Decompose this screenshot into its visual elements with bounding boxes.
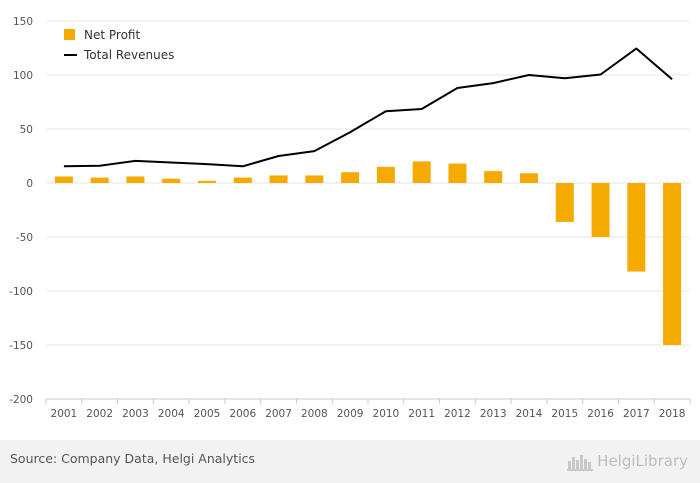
x-tick-label: 2013 (480, 408, 507, 420)
source-note: Source: Company Data, Helgi Analytics (10, 451, 256, 466)
x-tick-label: 2014 (516, 408, 543, 420)
bar-net-profit-2004 (162, 178, 181, 183)
brand-name: HelgiLibrary (597, 452, 688, 470)
x-tick-label: 2002 (86, 408, 113, 420)
net-profit-bars (54, 161, 682, 345)
y-tick-label: -100 (9, 286, 33, 298)
total-revenues-line (63, 47, 673, 168)
legend-label-total-revenues: Total Revenues (83, 48, 174, 62)
bar-net-profit-2013 (484, 171, 503, 183)
x-tick-label: 2006 (229, 408, 256, 420)
x-axis: 2001 2002 2003 2004 2005 2006 2007 2008 2009 2010… (45, 398, 691, 420)
legend: Net Profit Total Revenues (64, 28, 174, 62)
x-tick-label: 2001 (51, 408, 78, 420)
bar-net-profit-2001 (54, 176, 73, 183)
y-tick-label: -150 (9, 340, 33, 352)
bar-net-profit-2016 (591, 183, 610, 237)
bar-net-profit-2017 (627, 183, 646, 272)
y-tick-label: 100 (13, 70, 33, 82)
bar-net-profit-2005 (198, 180, 216, 183)
legend-swatch-net-profit (64, 29, 75, 40)
x-tick-label: 2010 (373, 408, 400, 420)
bar-net-profit-2006 (233, 177, 252, 183)
bar-net-profit-2009 (341, 172, 360, 183)
bar-net-profit-2018 (663, 183, 682, 345)
x-tick-label: 2015 (551, 408, 578, 420)
x-tick-label: 2005 (194, 408, 221, 420)
bar-net-profit-2014 (520, 173, 538, 183)
bar-net-profit-2007 (269, 175, 288, 183)
x-tick-label: 2009 (337, 408, 364, 420)
y-tick-label: 150 (13, 16, 33, 28)
x-tick-label: 2012 (444, 408, 471, 420)
x-tick-label: 2011 (408, 408, 435, 420)
y-tick-label: 0 (26, 178, 33, 190)
gridlines (46, 20, 690, 400)
x-tick-label: 2016 (587, 408, 614, 420)
bar-net-profit-2002 (90, 177, 109, 183)
y-tick-label: -200 (9, 394, 33, 406)
x-tick-label: 2003 (122, 408, 149, 420)
bar-net-profit-2011 (412, 161, 431, 183)
bar-net-profit-2003 (126, 176, 145, 183)
bar-net-profit-2015 (555, 183, 574, 222)
y-tick-label: 50 (20, 124, 33, 136)
x-tick-label: 2007 (265, 408, 292, 420)
footer: Source: Company Data, Helgi Analytics He… (0, 440, 700, 483)
x-tick-label: 2018 (659, 408, 686, 420)
y-tick-label: -50 (16, 232, 33, 244)
x-tick-label: 2004 (158, 408, 185, 420)
x-tick-label: 2017 (623, 408, 650, 420)
x-tick-label: 2008 (301, 408, 328, 420)
bar-net-profit-2012 (448, 163, 467, 183)
line-total-revenues (63, 47, 673, 168)
bar-net-profit-2008 (305, 175, 324, 183)
legend-label-net-profit: Net Profit (84, 28, 140, 42)
brand: HelgiLibrary (567, 449, 688, 473)
y-axis: 150 100 50 0 -50 -100 -150 -200 (9, 16, 33, 406)
bar-net-profit-2010 (376, 166, 395, 183)
helgi-library-logo-icon (567, 455, 594, 471)
